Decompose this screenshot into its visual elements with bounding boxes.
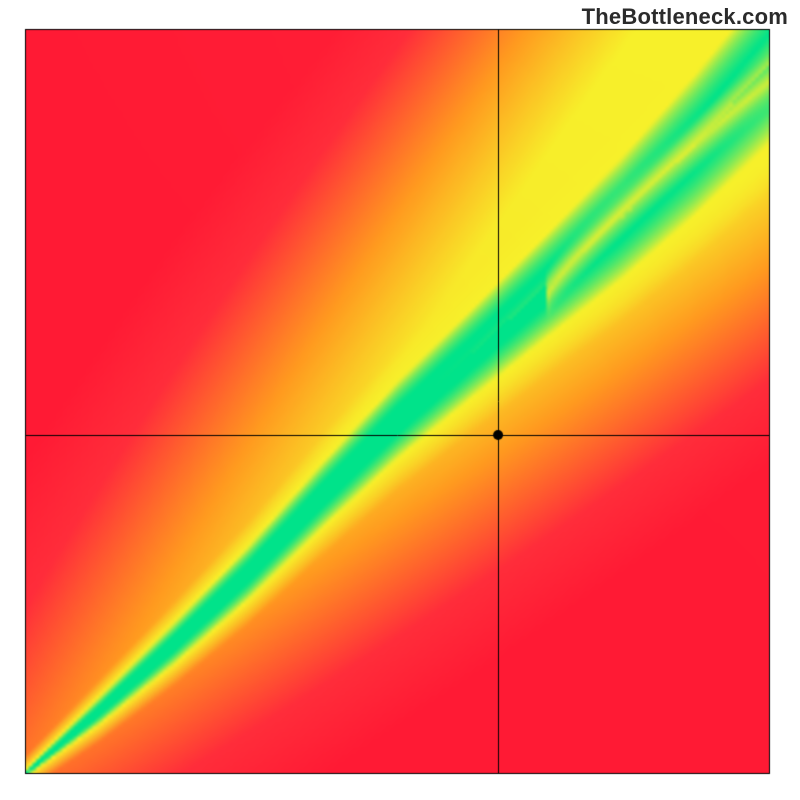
chart-container: TheBottleneck.com [0,0,800,800]
bottleneck-heatmap [0,0,800,800]
watermark-text: TheBottleneck.com [582,4,788,30]
